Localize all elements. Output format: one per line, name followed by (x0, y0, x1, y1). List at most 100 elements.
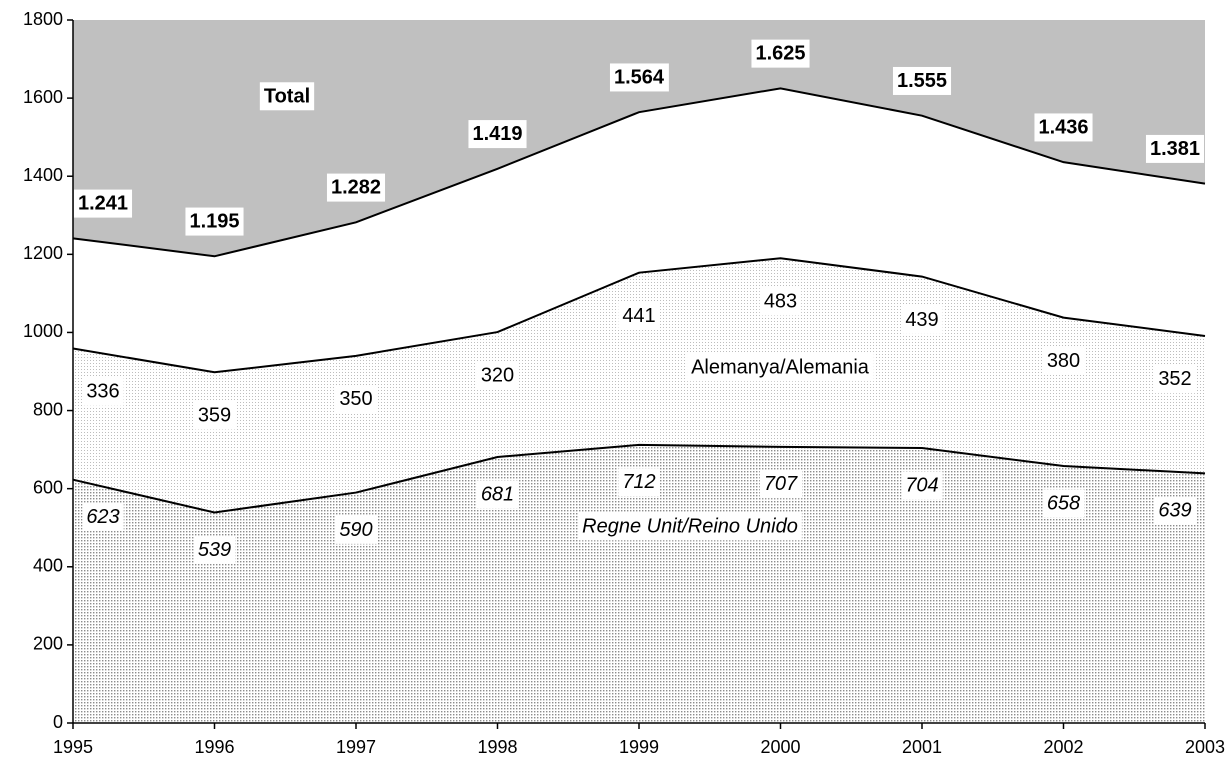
total-label-group: 1.381 (1145, 134, 1205, 163)
data-label: 704 (905, 474, 938, 496)
series-name-box (259, 82, 315, 111)
data-label-group: 439 (901, 305, 943, 334)
data-label-box (335, 515, 377, 544)
data-label-group: 352 (1154, 365, 1196, 394)
data-label-box (82, 502, 124, 531)
x-tick-label: 2002 (1043, 737, 1083, 757)
data-label-box (759, 470, 803, 499)
total-label-group: 1.419 (468, 120, 527, 149)
y-tick-label: 1600 (23, 87, 63, 107)
series-line (72, 257, 1206, 374)
data-label-box (476, 361, 519, 390)
y-tick-label: 1800 (23, 9, 63, 29)
series-name-group: Alemanya/Alemania (687, 353, 874, 382)
x-tick-label: 1999 (619, 737, 659, 757)
data-label: 658 (1047, 492, 1080, 514)
data-label: 590 (339, 519, 372, 541)
data-label: 539 (198, 539, 231, 561)
data-label: 350 (339, 388, 372, 410)
y-tick-label: 1400 (23, 165, 63, 185)
total-label-box (892, 66, 952, 95)
data-label: 359 (198, 405, 231, 427)
data-label-group: 590 (335, 515, 377, 544)
data-label: 639 (1158, 500, 1191, 522)
data-label: 320 (481, 364, 514, 386)
total-label-group: 1.282 (326, 173, 386, 202)
total-label-box (1034, 113, 1093, 142)
total-label-box (326, 173, 386, 202)
total-label-box (73, 189, 133, 218)
data-label-box (759, 287, 802, 316)
total-label-group: 1.625 (751, 39, 810, 68)
data-label-group: 639 (1154, 496, 1196, 525)
data-label-group: 704 (901, 471, 943, 500)
total-label-box (609, 63, 669, 92)
x-tick-label: 2000 (760, 737, 800, 757)
total-label: 1.241 (78, 193, 128, 215)
data-label-group: 712 (618, 468, 660, 497)
y-tick-label: 400 (33, 556, 63, 576)
data-label: 336 (86, 381, 119, 403)
data-label-box (82, 377, 124, 406)
series-name: Regne Unit/Reino Unido (582, 515, 798, 537)
x-tick-label: 1998 (477, 737, 517, 757)
total-label-group: 1.564 (609, 63, 669, 92)
total-label: 1.564 (614, 66, 665, 88)
data-label: 483 (764, 291, 797, 313)
data-label-group: 623 (82, 502, 124, 531)
data-label-group: 350 (335, 385, 377, 414)
data-label-box (193, 535, 236, 564)
data-label-group: 658 (1042, 489, 1085, 518)
data-label-group: 320 (476, 361, 519, 390)
data-label-box (1154, 365, 1196, 394)
y-tick-label: 800 (33, 399, 63, 419)
series-name-group: Regne Unit/Reino Unido (578, 512, 802, 541)
series-name: Total (264, 85, 310, 107)
data-label-group: 336 (82, 377, 124, 406)
x-tick-label: 1995 (53, 737, 93, 757)
data-label: 681 (481, 483, 514, 505)
total-label: 1.282 (331, 177, 381, 199)
series-name-box (578, 512, 802, 541)
total-label-box (751, 39, 810, 68)
series-name-group: Total (259, 82, 315, 111)
data-label-box (335, 385, 377, 414)
data-label-box (901, 471, 943, 500)
series-name: Alemanya/Alemania (691, 356, 870, 378)
total-label-box (1145, 134, 1205, 163)
x-tick-label: 1996 (194, 737, 234, 757)
total-label: 1.195 (189, 211, 239, 233)
data-label: 712 (622, 471, 655, 493)
data-label: 623 (86, 506, 119, 528)
data-label-group: 483 (759, 287, 802, 316)
data-label-group: 441 (618, 301, 660, 330)
data-label-box (1042, 346, 1085, 375)
data-label-box (618, 468, 660, 497)
total-label-group: 1.241 (73, 189, 133, 218)
series-line (72, 443, 1206, 514)
data-label-box (901, 305, 943, 334)
total-label-box (185, 207, 244, 236)
total-label-box (468, 120, 527, 149)
data-label-group: 681 (476, 480, 519, 509)
y-tick-label: 600 (33, 477, 63, 497)
area (73, 444, 1205, 723)
total-label: 1.555 (897, 70, 947, 92)
series-name-box (687, 353, 874, 382)
data-label-group: 380 (1042, 346, 1085, 375)
data-label-box (1042, 489, 1085, 518)
data-label-group: 359 (193, 401, 236, 430)
total-label-group: 1.555 (892, 66, 952, 95)
total-label: 1.436 (1038, 116, 1088, 138)
y-tick-label: 1000 (23, 321, 63, 341)
total-label: 1.625 (755, 43, 805, 65)
total-label-group: 1.195 (185, 207, 244, 236)
y-tick-label: 200 (33, 634, 63, 654)
data-label: 441 (622, 305, 655, 327)
data-label: 707 (764, 473, 798, 495)
data-label-box (476, 480, 519, 509)
total-label-group: 1.436 (1034, 113, 1093, 142)
total-line (72, 87, 1206, 258)
data-label-group: 707 (759, 470, 803, 499)
